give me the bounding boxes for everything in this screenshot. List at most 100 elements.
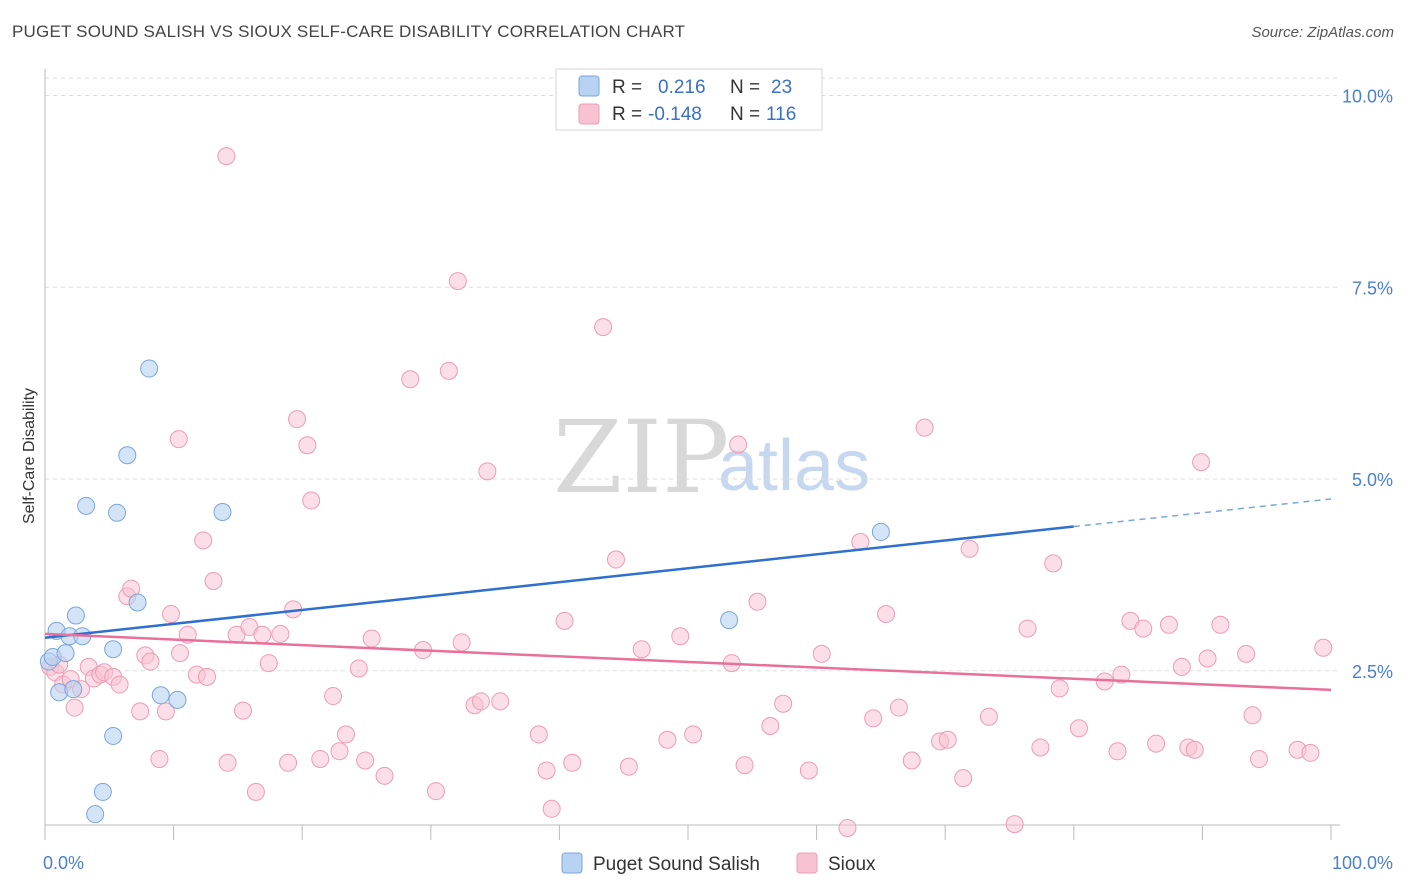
sioux-point — [288, 410, 307, 429]
legend: R = 0.216 N = 23 R = -0.148 N = 116 — [555, 68, 823, 131]
sioux-point — [537, 761, 556, 780]
sioux-point — [632, 640, 651, 659]
sioux-point — [131, 702, 150, 721]
sioux-point — [150, 749, 169, 768]
sioux-point — [594, 318, 613, 337]
sioux-point — [298, 436, 317, 455]
sioux-point — [864, 709, 883, 728]
sioux-point — [218, 753, 237, 772]
gridlines — [45, 77, 1340, 672]
sioux-point — [1198, 649, 1217, 668]
sioux-point — [1018, 619, 1037, 638]
sioux-point — [735, 756, 754, 775]
data-points — [39, 147, 1333, 837]
sioux-point — [729, 435, 748, 454]
bottom-legend-label-salish: Puget Sound Salish — [593, 854, 760, 875]
salish-point — [104, 726, 123, 745]
sioux-point — [1005, 815, 1024, 834]
sioux-point — [471, 692, 490, 711]
salish-point — [213, 502, 232, 521]
sioux-point — [774, 694, 793, 713]
bottom-legend: Puget Sound Salish Sioux — [561, 852, 876, 875]
sioux-point — [330, 742, 349, 761]
sioux-point — [799, 761, 818, 780]
source-label: Source: ZipAtlas.com — [1251, 24, 1394, 41]
x-tick-label-max: 100.0% — [1332, 853, 1393, 873]
salish-point — [104, 640, 123, 659]
sioux-point — [954, 769, 973, 788]
sioux-point — [1159, 615, 1178, 634]
sioux-point — [915, 418, 934, 437]
salish-trend-extension — [1073, 498, 1332, 528]
salish-point — [151, 686, 170, 705]
sioux-point — [279, 753, 298, 772]
sioux-point — [375, 766, 394, 785]
y-tick-labels: 2.5% 5.0% 7.5% 10.0% — [1342, 87, 1393, 682]
bottom-legend-swatch-sioux — [796, 852, 818, 874]
salish-point — [871, 522, 890, 541]
sioux-point — [1192, 453, 1211, 472]
legend-r-label-salish: R = — [612, 77, 642, 98]
bottom-legend-label-sioux: Sioux — [828, 854, 876, 875]
x-ticks — [44, 825, 1332, 840]
salish-point — [77, 496, 96, 515]
sioux-point — [671, 627, 690, 646]
legend-n-label-sioux: N = — [730, 104, 760, 125]
sioux-point — [204, 572, 223, 591]
sioux-point — [1044, 554, 1063, 573]
sioux-point — [1172, 657, 1191, 676]
salish-point — [93, 782, 112, 801]
salish-point — [56, 644, 75, 663]
sioux-point — [877, 604, 896, 623]
sioux-point — [1147, 734, 1166, 753]
bottom-legend-swatch-salish — [561, 852, 583, 874]
sioux-point — [555, 611, 574, 630]
legend-r-value-salish: 0.216 — [658, 77, 706, 98]
sioux-point — [253, 625, 272, 644]
sioux-point — [259, 654, 278, 673]
sioux-point — [141, 652, 160, 671]
sioux-point — [401, 370, 420, 389]
sioux-point — [619, 757, 638, 776]
sioux-point — [1314, 638, 1333, 657]
salish-point — [118, 446, 137, 465]
salish-point — [168, 690, 187, 709]
sioux-point — [336, 725, 355, 744]
sioux-point — [356, 751, 375, 770]
y-axis-title: Self-Care Disability — [21, 388, 38, 524]
legend-r-value-sioux: -0.148 — [648, 104, 702, 125]
legend-swatch-sioux — [578, 103, 600, 125]
sioux-point — [563, 753, 582, 772]
sioux-point — [1243, 706, 1262, 725]
salish-point — [720, 611, 739, 630]
sioux-point — [902, 751, 921, 770]
sioux-point — [217, 147, 236, 166]
sioux-point — [110, 675, 129, 694]
sioux-point — [1108, 742, 1127, 761]
sioux-point — [452, 633, 471, 652]
sioux-point — [1211, 615, 1230, 634]
y-tick-label: 10.0% — [1342, 87, 1393, 107]
legend-box — [555, 68, 823, 131]
legend-n-label-salish: N = — [730, 77, 760, 98]
sioux-point — [1249, 749, 1268, 768]
salish-point — [108, 503, 127, 522]
sioux-point — [1050, 679, 1069, 698]
sioux-point — [748, 592, 767, 611]
sioux-point — [162, 604, 181, 623]
sioux-point — [606, 550, 625, 569]
legend-n-value-salish: 23 — [771, 77, 792, 98]
salish-point — [86, 805, 105, 824]
sioux-point — [362, 629, 381, 648]
sioux-point — [1112, 665, 1131, 684]
sioux-point — [1185, 740, 1204, 759]
sioux-point — [542, 799, 561, 818]
chart-title: PUGET SOUND SALISH VS SIOUX SELF-CARE DI… — [12, 22, 686, 41]
salish-point — [66, 606, 85, 625]
legend-r-label-sioux: R = — [612, 104, 642, 125]
sioux-point — [426, 782, 445, 801]
sioux-point — [324, 687, 343, 706]
sioux-point — [979, 707, 998, 726]
sioux-point — [234, 701, 253, 720]
